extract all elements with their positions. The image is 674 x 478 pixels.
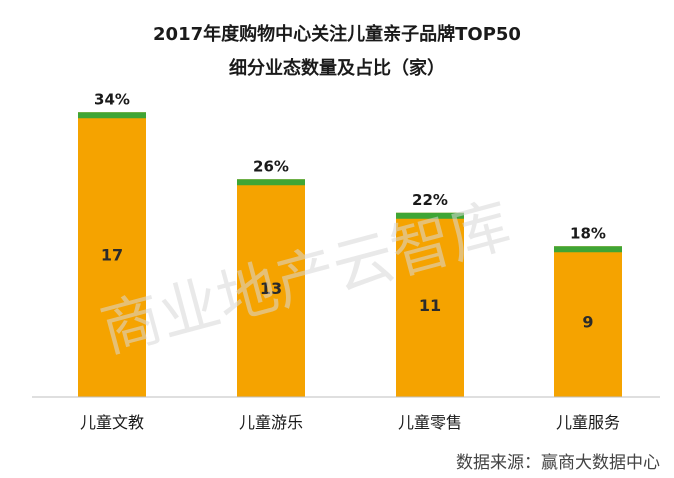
value-label-1: 17 — [101, 246, 123, 265]
bar-cap-4 — [554, 246, 622, 253]
bar-2 — [237, 179, 305, 397]
value-label-3: 11 — [419, 296, 441, 315]
chart-subtitle: 细分业态数量及占比（家） — [229, 57, 445, 79]
bar-cap-3 — [396, 212, 464, 219]
category-label-4: 儿童服务 — [556, 413, 620, 432]
bar-3 — [396, 212, 464, 397]
bar-1 — [78, 112, 146, 397]
percent-label-3: 22% — [412, 191, 448, 209]
category-label-1: 儿童文教 — [80, 413, 144, 432]
value-label-2: 13 — [260, 279, 282, 298]
chart-title: 2017年度购物中心关注儿童亲子品牌TOP50 — [153, 23, 521, 45]
category-label-2: 儿童游乐 — [239, 413, 303, 432]
bar-cap-1 — [78, 112, 146, 119]
bars-group: 34% 17 儿童文教 26% 13 儿童游乐 22% 11 儿童零售 18% 9 儿童服务 — [78, 90, 622, 432]
percent-label-2: 26% — [253, 157, 289, 175]
percent-label-1: 34% — [94, 90, 130, 108]
bar-cap-2 — [237, 179, 305, 186]
bar-4 — [554, 246, 622, 397]
value-label-4: 9 — [582, 313, 593, 332]
category-label-3: 儿童零售 — [398, 413, 462, 432]
percent-label-4: 18% — [570, 224, 606, 242]
source-note: 数据来源：赢商大数据中心 — [456, 453, 660, 473]
